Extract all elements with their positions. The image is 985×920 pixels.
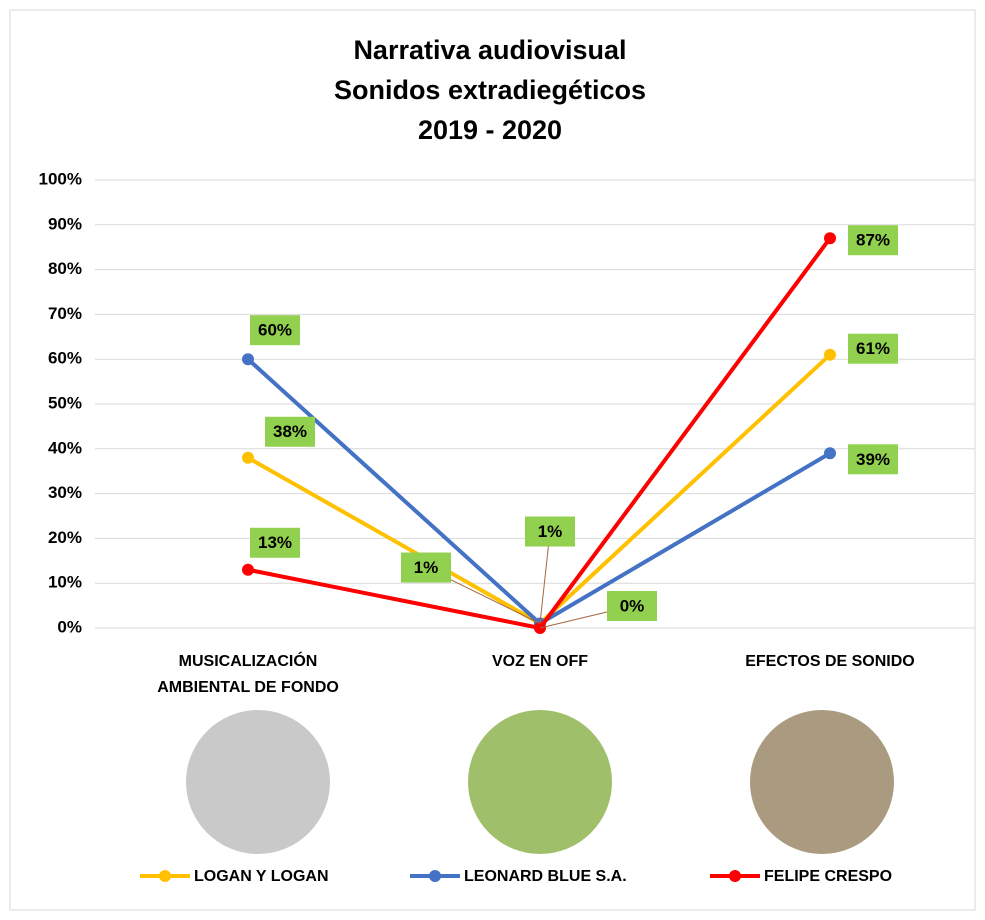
chart-period: 2019 - 2020 bbox=[418, 115, 562, 145]
label-box bbox=[848, 225, 898, 256]
y-tick-label: 30% bbox=[48, 483, 82, 502]
y-tick-label: 20% bbox=[48, 528, 82, 547]
y-tick-label: 90% bbox=[48, 214, 82, 233]
y-tick-label: 70% bbox=[48, 304, 82, 323]
data-label: 61% bbox=[856, 339, 890, 358]
label-box bbox=[607, 591, 657, 621]
label-box bbox=[250, 315, 300, 346]
x-tick-label: EFECTOS DE SONIDO bbox=[745, 653, 915, 670]
chart-subtitle: Sonidos extradiegéticos bbox=[334, 75, 646, 105]
point bbox=[824, 348, 836, 361]
data-label: 13% bbox=[258, 533, 292, 552]
leader-line bbox=[539, 531, 551, 624]
data-label: 60% bbox=[258, 321, 292, 340]
y-tick-label: 50% bbox=[48, 393, 82, 412]
legend-marker bbox=[159, 870, 171, 882]
photo bbox=[468, 710, 612, 854]
label-box bbox=[525, 516, 575, 547]
data-label: 87% bbox=[856, 231, 890, 250]
legend-label: LEONARD BLUE S.A. bbox=[464, 868, 627, 885]
photo bbox=[186, 710, 330, 854]
legend-marker bbox=[729, 870, 741, 882]
chart-title: Narrativa audiovisual bbox=[353, 35, 626, 65]
y-tick-label: 60% bbox=[48, 349, 82, 368]
data-label: 0% bbox=[620, 596, 645, 615]
y-tick-label: 0% bbox=[57, 617, 82, 636]
point bbox=[242, 353, 254, 366]
label-box bbox=[401, 552, 451, 583]
point bbox=[824, 232, 836, 245]
label-box bbox=[265, 416, 315, 447]
y-tick-label: 100% bbox=[39, 169, 82, 188]
photo bbox=[750, 710, 894, 854]
point bbox=[242, 563, 254, 576]
legend-marker bbox=[429, 870, 441, 882]
legend-label: LOGAN Y LOGAN bbox=[194, 868, 329, 885]
x-tick-label: MUSICALIZACIÓN AMBIENTAL DE FONDO bbox=[157, 651, 339, 696]
photos bbox=[186, 710, 894, 854]
label-box bbox=[848, 444, 898, 475]
legend-label: FELIPE CRESPO bbox=[764, 868, 892, 885]
label-box bbox=[250, 527, 300, 558]
y-tick-label: 10% bbox=[48, 573, 82, 592]
data-label: 1% bbox=[414, 558, 439, 577]
y-tick-label: 80% bbox=[48, 259, 82, 278]
x-tick-label: VOZ EN OFF bbox=[492, 653, 588, 670]
data-label: 38% bbox=[273, 422, 307, 441]
point bbox=[824, 447, 836, 460]
data-label: 39% bbox=[856, 450, 890, 469]
point bbox=[242, 451, 254, 464]
y-tick-label: 40% bbox=[48, 438, 82, 457]
data-label: 1% bbox=[538, 522, 563, 541]
label-box bbox=[848, 333, 898, 364]
